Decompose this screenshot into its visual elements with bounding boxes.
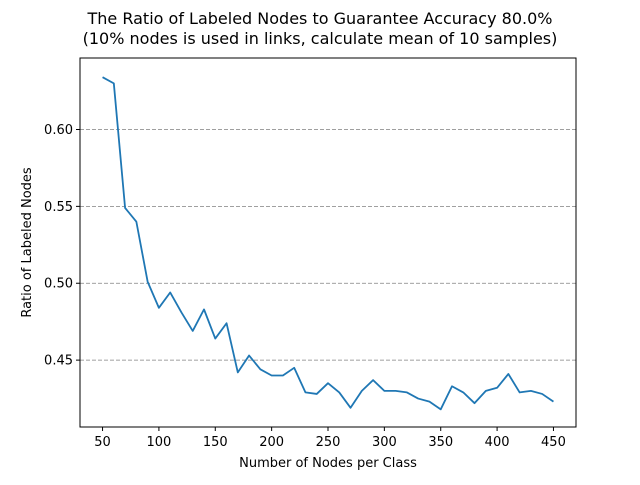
data-point bbox=[519, 392, 521, 394]
data-point bbox=[496, 387, 498, 389]
x-axis-ticks: 50 100 150 200 250 300 350 400 450 bbox=[94, 427, 566, 450]
data-point bbox=[350, 407, 352, 409]
data-point bbox=[383, 390, 385, 392]
data-point bbox=[530, 390, 532, 392]
data-point bbox=[237, 372, 239, 374]
data-point bbox=[372, 379, 374, 381]
x-tick-label: 300 bbox=[372, 435, 397, 450]
data-point bbox=[316, 393, 318, 395]
data-point bbox=[226, 322, 228, 324]
data-point bbox=[192, 330, 194, 332]
data-point bbox=[293, 367, 295, 369]
chart-title-line-1: The Ratio of Labeled Nodes to Guarantee … bbox=[87, 9, 553, 28]
data-point bbox=[485, 390, 487, 392]
data-point bbox=[417, 398, 419, 400]
data-point bbox=[248, 355, 250, 357]
x-tick-label: 150 bbox=[203, 435, 228, 450]
data-point bbox=[102, 76, 104, 78]
data-point bbox=[158, 307, 160, 309]
y-tick-label: 0.60 bbox=[44, 123, 73, 138]
data-point bbox=[338, 392, 340, 394]
x-axis-label: Number of Nodes per Class bbox=[239, 456, 417, 471]
data-point bbox=[135, 221, 137, 223]
x-tick-label: 450 bbox=[541, 435, 566, 450]
data-point bbox=[147, 281, 149, 283]
data-point bbox=[124, 207, 126, 209]
data-point bbox=[181, 312, 183, 314]
y-gridlines bbox=[80, 129, 576, 361]
data-point bbox=[282, 375, 284, 377]
data-point bbox=[507, 373, 509, 375]
chart-title-line-2: (10% nodes is used in links, calculate m… bbox=[83, 29, 558, 48]
data-point bbox=[462, 392, 464, 394]
x-tick-label: 100 bbox=[146, 435, 171, 450]
x-tick-label: 350 bbox=[428, 435, 453, 450]
x-tick-label: 200 bbox=[259, 435, 284, 450]
y-axis-ticks: 0.45 0.50 0.55 0.60 bbox=[44, 123, 80, 369]
y-axis-label: Ratio of Labeled Nodes bbox=[20, 167, 35, 318]
data-point bbox=[406, 392, 408, 394]
data-point bbox=[395, 390, 397, 392]
data-point bbox=[203, 308, 205, 310]
y-tick-label: 0.55 bbox=[44, 200, 73, 215]
data-point bbox=[169, 292, 171, 294]
x-tick-label: 250 bbox=[316, 435, 341, 450]
data-point bbox=[429, 401, 431, 403]
data-point bbox=[305, 392, 307, 394]
data-point bbox=[327, 382, 329, 384]
data-series bbox=[102, 76, 555, 411]
data-point bbox=[541, 393, 543, 395]
x-tick-label: 50 bbox=[94, 435, 111, 450]
data-point bbox=[361, 390, 363, 392]
data-point bbox=[451, 385, 453, 387]
data-point bbox=[113, 82, 115, 84]
data-point bbox=[259, 368, 261, 370]
series-line bbox=[102, 76, 554, 411]
data-point bbox=[553, 401, 555, 403]
data-point bbox=[440, 408, 442, 410]
data-point bbox=[271, 375, 273, 377]
data-point bbox=[214, 338, 216, 340]
x-tick-label: 400 bbox=[485, 435, 510, 450]
data-point bbox=[474, 402, 476, 404]
y-tick-label: 0.50 bbox=[44, 277, 73, 292]
y-tick-label: 0.45 bbox=[44, 354, 73, 369]
